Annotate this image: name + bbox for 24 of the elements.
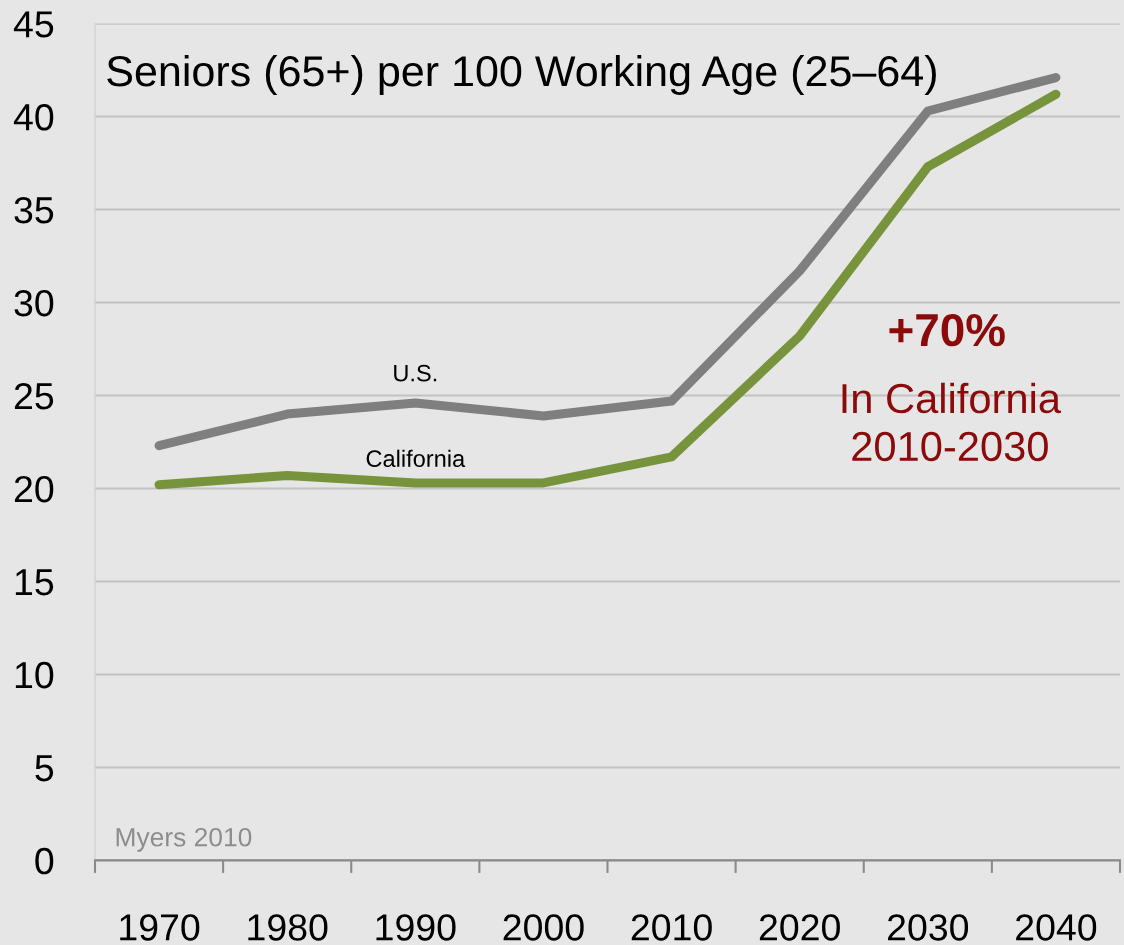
- annotation: +70%: [889, 313, 1005, 347]
- annotation: In California 2010-2030: [842, 382, 1062, 462]
- x-tick-label: 1990: [376, 914, 456, 941]
- y-tick-label: 5: [35, 755, 54, 782]
- y-tick-label: 40: [13, 103, 54, 131]
- x-tick-label: 2010: [631, 914, 712, 941]
- annotation: Myers 2010: [116, 827, 252, 852]
- y-tick-label: 15: [15, 569, 54, 596]
- y-tick-label: 20: [14, 475, 54, 503]
- y-tick-label: 25: [14, 382, 54, 410]
- x-tick-label: 2000: [503, 914, 584, 941]
- text: Seniors (65+) per 100 Working Age (25–64): [107, 54, 936, 96]
- x-tick-label: 2020: [759, 914, 840, 941]
- y-tick-label: 30: [14, 289, 54, 317]
- series-label: U.S.: [394, 364, 437, 382]
- y-tick-label: 45: [13, 11, 54, 38]
- x-tick-label: 1970: [120, 914, 200, 941]
- y-tick-label: 35: [14, 196, 54, 224]
- y-tick-label: 0: [35, 847, 54, 875]
- x-tick-label: 2040: [1016, 914, 1097, 941]
- x-tick-label: 2030: [887, 914, 969, 941]
- series-label: California: [366, 449, 466, 468]
- x-tick-label: 1980: [248, 914, 328, 941]
- y-tick-label: 10: [15, 661, 54, 689]
